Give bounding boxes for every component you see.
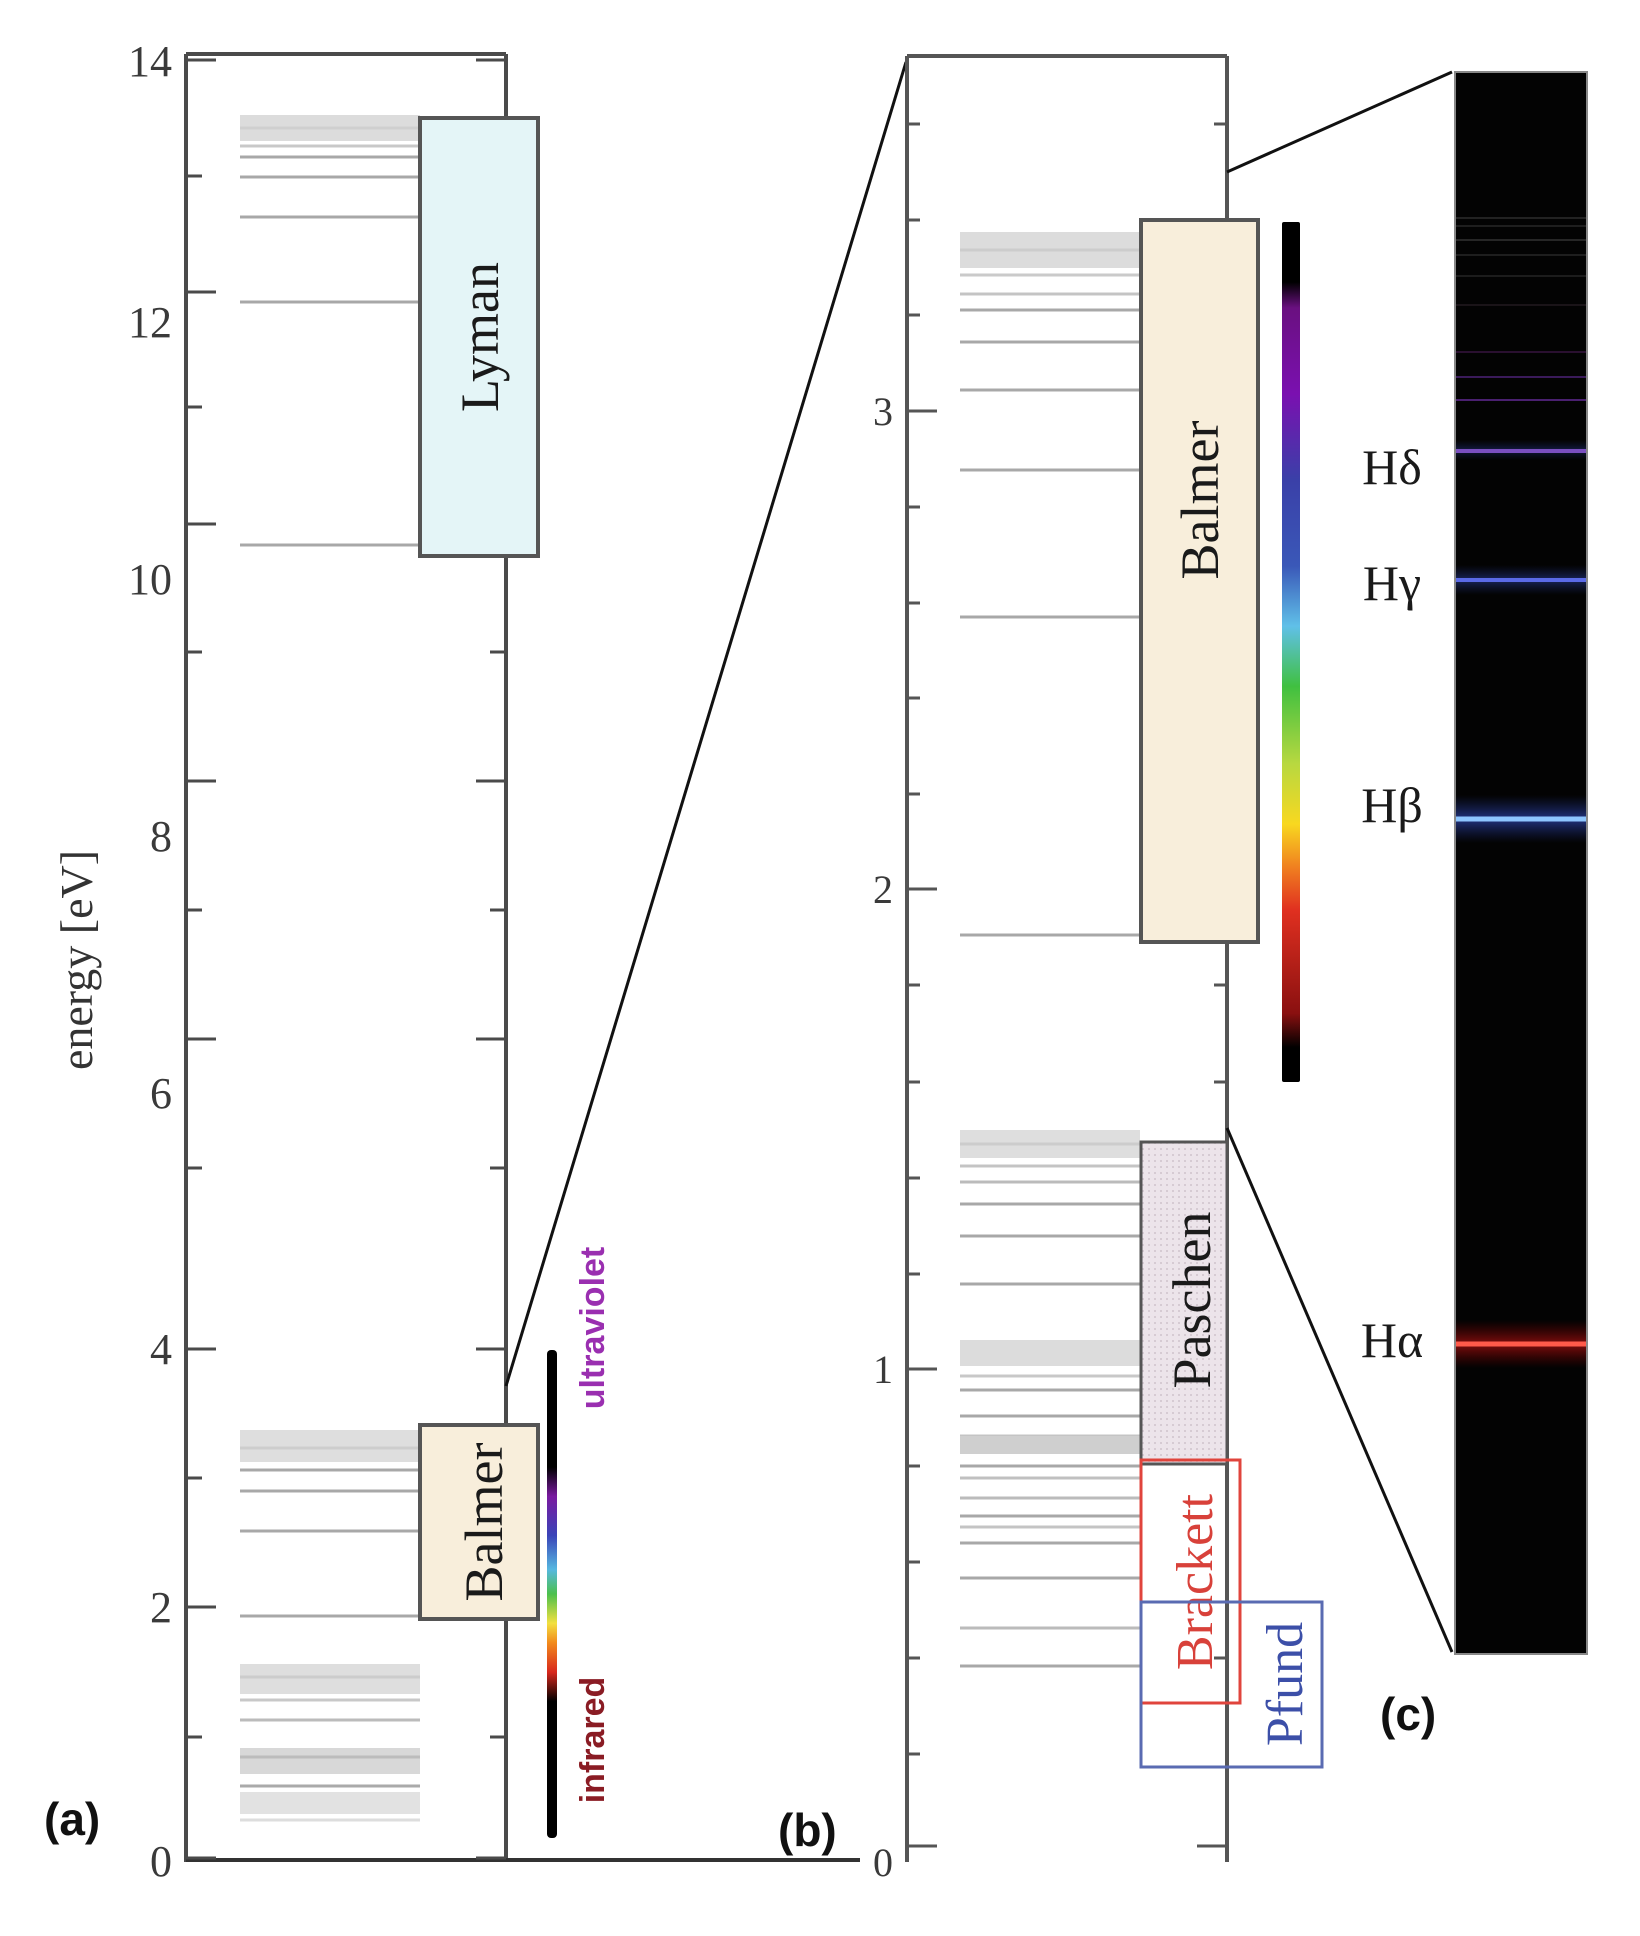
panel-c: Hδ Hγ Hβ Hα (c) <box>1361 71 1588 1740</box>
panel-label-a: (a) <box>44 1793 100 1845</box>
tick-labels-a: 0 2 4 6 8 10 12 14 <box>128 37 172 1886</box>
visible-spectrum-bar-a <box>547 1350 557 1838</box>
balmer-series-box-b: Balmer <box>1139 218 1260 944</box>
tick-label: 2 <box>873 867 893 912</box>
panel-label-c: (c) <box>1380 1688 1436 1740</box>
energy-levels-a <box>240 115 420 1822</box>
brackett-series-box: Brackett <box>1139 1458 1242 1705</box>
tick-label: 0 <box>150 1837 172 1886</box>
lyman-series-box: Lyman <box>418 116 540 558</box>
tick-label: 12 <box>128 298 172 347</box>
paschen-label: Paschen <box>1162 1212 1222 1389</box>
faint-series-limit-lines <box>1456 217 1586 401</box>
tick-label: 1 <box>873 1347 893 1392</box>
visible-spectrum-bar-b <box>1282 222 1300 1082</box>
tick-label: 2 <box>150 1583 172 1632</box>
h-alpha-label: Hα <box>1361 1312 1423 1368</box>
balmer-label-b: Balmer <box>1170 421 1230 580</box>
energy-levels-b <box>960 232 1140 1668</box>
pfund-label: Pfund <box>1257 1622 1314 1746</box>
line-labels: Hδ Hγ Hβ Hα <box>1361 439 1423 1368</box>
zoom-connector-b-c <box>1225 70 1454 1653</box>
tick-label: 0 <box>873 1840 893 1885</box>
brackett-label: Brackett <box>1167 1493 1224 1670</box>
balmer-label-a: Balmer <box>454 1443 514 1602</box>
tick-label: 10 <box>128 555 172 604</box>
panel-label-b: (b) <box>778 1804 837 1856</box>
tick-label: 4 <box>150 1325 172 1374</box>
tick-labels-b: 0 1 2 3 <box>873 389 893 1885</box>
ultraviolet-label: ultraviolet <box>574 1247 612 1409</box>
tick-label: 3 <box>873 389 893 434</box>
infrared-label: infrared <box>574 1677 612 1804</box>
pfund-series-box: Pfund <box>1139 1600 1324 1769</box>
panel-a: 0 2 4 6 8 10 12 14 energy [eV] Lyman Bal… <box>44 37 860 1886</box>
tick-label: 8 <box>150 812 172 861</box>
paschen-series-box: Paschen <box>1139 1140 1229 1466</box>
tick-label: 14 <box>128 37 172 86</box>
lyman-label: Lyman <box>450 262 510 412</box>
h-delta-label: Hδ <box>1362 439 1422 495</box>
tick-label: 6 <box>150 1069 172 1118</box>
balmer-series-box-a: Balmer <box>418 1423 540 1621</box>
emission-spectrum <box>1454 71 1588 1655</box>
y-axis-label: energy [eV] <box>51 850 102 1070</box>
h-beta-label: Hβ <box>1361 777 1423 833</box>
zoom-connector-a-b <box>504 61 908 1387</box>
panel-b: 0 1 2 3 Balmer Paschen Brackett Pfund (b… <box>778 54 1324 1885</box>
h-gamma-label: Hγ <box>1363 555 1421 611</box>
